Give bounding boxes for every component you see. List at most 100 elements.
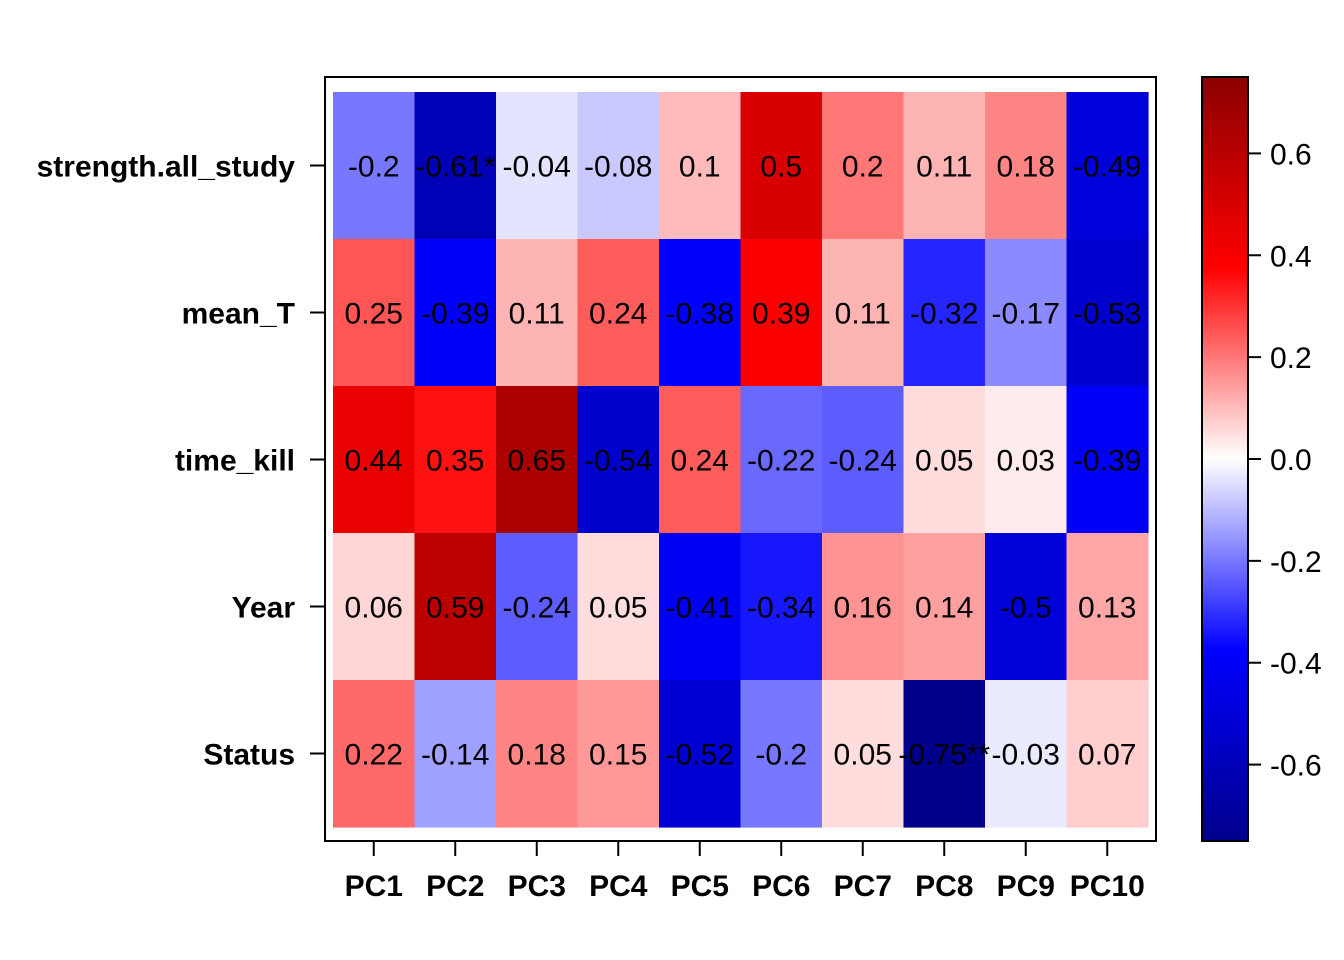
heatmap-cell-status-pc8	[903, 680, 986, 828]
colorbar-tick-label-0-2: -0.2	[1270, 546, 1322, 579]
cell-label-time-kill-pc6: -0.22	[747, 445, 815, 478]
column-label-pc9: PC9	[997, 870, 1055, 903]
cell-label-mean-t-pc9: -0.17	[992, 298, 1060, 331]
heatmap-cell-year-pc8	[903, 533, 986, 681]
heatmap-cell-strength-all-study-pc3	[496, 92, 579, 240]
cell-label-mean-t-pc10: -0.53	[1073, 298, 1141, 331]
heatmap-cell-status-pc5	[659, 680, 742, 828]
cell-label-strength-all-study-pc3: -0.04	[503, 151, 571, 184]
column-label-pc3: PC3	[508, 870, 566, 903]
column-label-pc8: PC8	[915, 870, 973, 903]
cell-label-status-pc4: 0.15	[589, 739, 647, 772]
cell-label-mean-t-pc8: -0.32	[910, 298, 978, 331]
heatmap-cell-year-pc3	[496, 533, 579, 681]
cell-label-time-kill-pc1: 0.44	[345, 445, 403, 478]
cell-label-year-pc6: -0.34	[747, 592, 815, 625]
colorbar	[1201, 76, 1249, 842]
cell-label-time-kill-pc4: -0.54	[584, 445, 652, 478]
heatmap-cell-strength-all-study-pc5	[659, 92, 742, 240]
cell-label-mean-t-pc2: -0.39	[421, 298, 489, 331]
cell-label-strength-all-study-pc6: 0.5	[760, 151, 802, 184]
cell-label-strength-all-study-pc4: -0.08	[584, 151, 652, 184]
cell-label-strength-all-study-pc10: -0.49	[1073, 151, 1141, 184]
heatmap-cell-status-pc2	[414, 680, 497, 828]
heatmap-cell-year-pc9	[985, 533, 1068, 681]
cell-label-status-pc9: -0.03	[992, 739, 1060, 772]
heatmap-cell-year-pc4	[577, 533, 660, 681]
cell-label-strength-all-study-pc5: 0.1	[679, 151, 721, 184]
cell-label-year-pc2: 0.59	[426, 592, 484, 625]
column-label-pc4: PC4	[589, 870, 648, 903]
cell-label-year-pc8: 0.14	[915, 592, 973, 625]
heatmap-cell-time-kill-pc4	[577, 386, 660, 534]
cell-label-year-pc5: -0.41	[666, 592, 734, 625]
cell-label-strength-all-study-pc8: 0.11	[916, 151, 972, 184]
heatmap-cell-time-kill-pc2	[414, 386, 497, 534]
heatmap-cell-strength-all-study-pc6	[740, 92, 823, 240]
heatmap-cell-strength-all-study-pc2	[414, 92, 497, 240]
cell-label-year-pc1: 0.06	[345, 592, 403, 625]
cell-label-mean-t-pc5: -0.38	[666, 298, 734, 331]
column-label-pc7: PC7	[834, 870, 892, 903]
colorbar-tick-label-0-2: 0.2	[1270, 342, 1312, 375]
cell-label-status-pc7: 0.05	[834, 739, 892, 772]
cell-label-mean-t-pc4: 0.24	[589, 298, 647, 331]
cell-label-time-kill-pc5: 0.24	[671, 445, 729, 478]
heatmap-cell-time-kill-pc9	[985, 386, 1068, 534]
cell-label-status-pc1: 0.22	[345, 739, 403, 772]
colorbar-tick-label-0-6: 0.6	[1270, 138, 1312, 171]
heatmap-cell-strength-all-study-pc1	[333, 92, 416, 240]
cell-label-time-kill-pc7: -0.24	[829, 445, 897, 478]
column-label-pc5: PC5	[671, 870, 729, 903]
cell-label-year-pc10: 0.13	[1078, 592, 1136, 625]
heatmap-cell-strength-all-study-pc10	[1066, 92, 1149, 240]
colorbar-tick-label-0-4: -0.4	[1270, 648, 1322, 681]
cell-label-strength-all-study-pc9: 0.18	[997, 151, 1055, 184]
row-label-status: Status	[203, 739, 295, 772]
heatmap-cell-year-pc6	[740, 533, 823, 681]
cell-label-mean-t-pc1: 0.25	[345, 298, 403, 331]
cell-label-strength-all-study-pc1: -0.2	[348, 151, 400, 184]
column-axis: PC1 PC2 PC3 PC4 PC5 PC6 PC7 PC8 PC9 PC10	[345, 841, 1145, 903]
heatmap-cell-mean-t-pc10	[1066, 239, 1149, 387]
cell-label-mean-t-pc7: 0.11	[835, 298, 891, 331]
cell-label-time-kill-pc8: 0.05	[915, 445, 973, 478]
colorbar-tick-label-0-4: 0.4	[1270, 240, 1312, 273]
column-label-pc10: PC10	[1070, 870, 1145, 903]
cell-label-mean-t-pc6: 0.39	[752, 298, 810, 331]
heatmap-cell-time-kill-pc7	[822, 386, 905, 534]
heatmap-cells	[333, 92, 1149, 828]
row-label-mean-t: mean_T	[182, 298, 295, 331]
cell-label-status-pc2: -0.14	[421, 739, 489, 772]
heatmap-cell-labels: -0.2 -0.61* -0.04 -0.08 0.1 0.5 0.2 0.11 0.18 -0.…	[345, 151, 1142, 772]
heatmap-cell-status-pc6	[740, 680, 823, 828]
colorbar-tick-label-0-6: -0.6	[1270, 750, 1322, 783]
cell-label-time-kill-pc10: -0.39	[1073, 445, 1141, 478]
cell-label-strength-all-study-pc7: 0.2	[842, 151, 884, 184]
heatmap-cell-time-kill-pc10	[1066, 386, 1149, 534]
cell-label-status-pc3: 0.18	[508, 739, 566, 772]
column-label-pc6: PC6	[752, 870, 810, 903]
heatmap-cell-mean-t-pc3	[496, 239, 579, 387]
cell-label-status-pc8: -0.75**	[898, 739, 990, 772]
heatmap-cell-year-pc7	[822, 533, 905, 681]
row-axis: strength.all_study mean_T time_kill Year Sta…	[37, 151, 325, 772]
row-label-strength-all-study: strength.all_study	[37, 151, 296, 184]
heatmap-cell-status-pc1	[333, 680, 416, 828]
heatmap-cell-mean-t-pc9	[985, 239, 1068, 387]
heatmap-cell-status-pc7	[822, 680, 905, 828]
heatmap-cell-time-kill-pc5	[659, 386, 742, 534]
cell-label-year-pc3: -0.24	[503, 592, 571, 625]
heatmap-cell-year-pc10	[1066, 533, 1149, 681]
cell-label-year-pc7: 0.16	[834, 592, 892, 625]
cell-label-year-pc4: 0.05	[589, 592, 647, 625]
heatmap-cell-mean-t-pc8	[903, 239, 986, 387]
heatmap-cell-strength-all-study-pc4	[577, 92, 660, 240]
heatmap-cell-mean-t-pc4	[577, 239, 660, 387]
heatmap-cell-time-kill-pc8	[903, 386, 986, 534]
heatmap-cell-mean-t-pc1	[333, 239, 416, 387]
cell-label-time-kill-pc2: 0.35	[426, 445, 484, 478]
colorbar-tick-label-0-0: 0.0	[1270, 444, 1312, 477]
cell-label-time-kill-pc9: 0.03	[997, 445, 1055, 478]
cell-label-status-pc5: -0.52	[666, 739, 734, 772]
